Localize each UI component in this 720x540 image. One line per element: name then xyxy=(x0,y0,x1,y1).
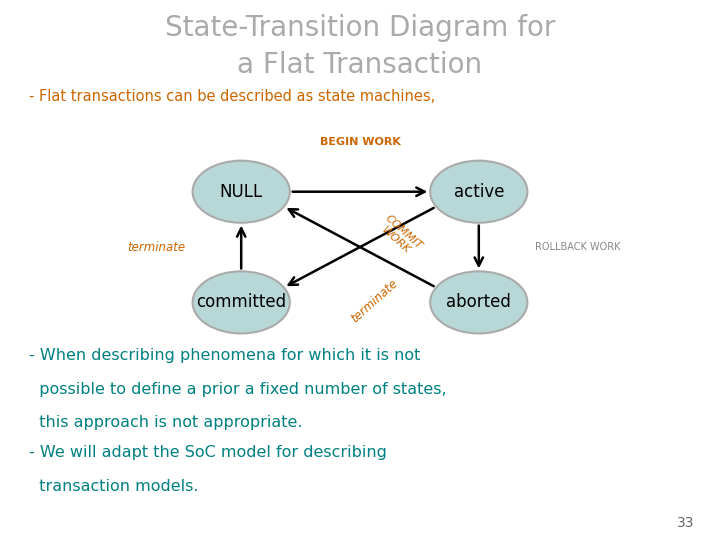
Text: terminate: terminate xyxy=(127,240,186,254)
Text: possible to define a prior a fixed number of states,: possible to define a prior a fixed numbe… xyxy=(29,382,446,397)
Text: this approach is not appropriate.: this approach is not appropriate. xyxy=(29,415,302,430)
Text: - Flat transactions can be described as state machines,: - Flat transactions can be described as … xyxy=(29,89,435,104)
Text: - When describing phenomena for which it is not: - When describing phenomena for which it… xyxy=(29,348,420,363)
Text: - We will adapt the SoC model for describing: - We will adapt the SoC model for descri… xyxy=(29,446,387,461)
Text: terminate: terminate xyxy=(348,276,400,325)
Ellipse shape xyxy=(193,160,289,222)
Text: State-Transition Diagram for: State-Transition Diagram for xyxy=(165,14,555,42)
Text: ROLLBACK WORK: ROLLBACK WORK xyxy=(534,242,620,252)
Text: COMMIT
WORK: COMMIT WORK xyxy=(375,213,424,260)
Text: committed: committed xyxy=(196,293,287,312)
Ellipse shape xyxy=(193,271,289,333)
Ellipse shape xyxy=(431,160,527,222)
Text: aborted: aborted xyxy=(446,293,511,312)
Text: 33: 33 xyxy=(678,516,695,530)
Ellipse shape xyxy=(431,271,527,333)
Text: transaction models.: transaction models. xyxy=(29,479,198,494)
Text: BEGIN WORK: BEGIN WORK xyxy=(320,137,400,147)
Text: active: active xyxy=(454,183,504,201)
Text: a Flat Transaction: a Flat Transaction xyxy=(238,51,482,79)
Text: NULL: NULL xyxy=(220,183,263,201)
